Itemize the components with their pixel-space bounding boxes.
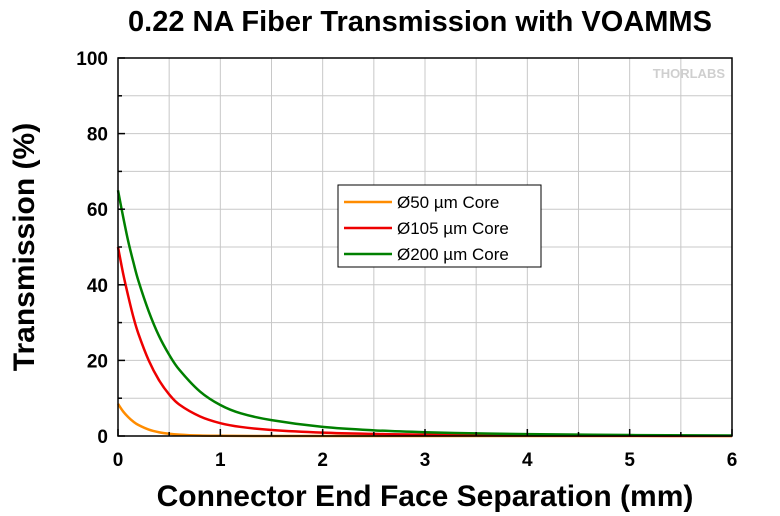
thorlabs-logo: THORLABS bbox=[653, 66, 726, 81]
legend: Ø50 µm Core Ø105 µm Core Ø200 µm Core bbox=[337, 184, 542, 268]
x-axis-label: Connector End Face Separation (mm) bbox=[157, 480, 694, 513]
x-tick-label: 4 bbox=[522, 450, 533, 471]
legend-label: Ø50 µm Core bbox=[397, 193, 499, 212]
y-tick-label: 80 bbox=[87, 125, 108, 146]
y-axis-label: Transmission (%) bbox=[8, 123, 41, 371]
x-tick-label: 3 bbox=[420, 450, 431, 471]
y-tick-label: 100 bbox=[76, 49, 108, 70]
y-tick-label: 0 bbox=[97, 427, 108, 448]
series-line-3 bbox=[116, 190, 733, 437]
x-tick-label: 2 bbox=[317, 450, 328, 471]
x-tick-label: 5 bbox=[624, 450, 635, 471]
x-tick-label: 1 bbox=[215, 450, 226, 471]
legend-label: Ø200 µm Core bbox=[397, 245, 509, 264]
x-tick-label: 6 bbox=[727, 450, 738, 471]
chart-title: 0.22 NA Fiber Transmission with VOAMMS bbox=[128, 6, 712, 38]
y-tick-label: 40 bbox=[87, 276, 108, 297]
y-tick-label: 60 bbox=[87, 200, 108, 221]
legend-label: Ø105 µm Core bbox=[397, 219, 509, 238]
x-tick-label: 0 bbox=[113, 450, 124, 471]
y-tick-label: 20 bbox=[87, 351, 108, 372]
series-line-2 bbox=[116, 246, 733, 438]
